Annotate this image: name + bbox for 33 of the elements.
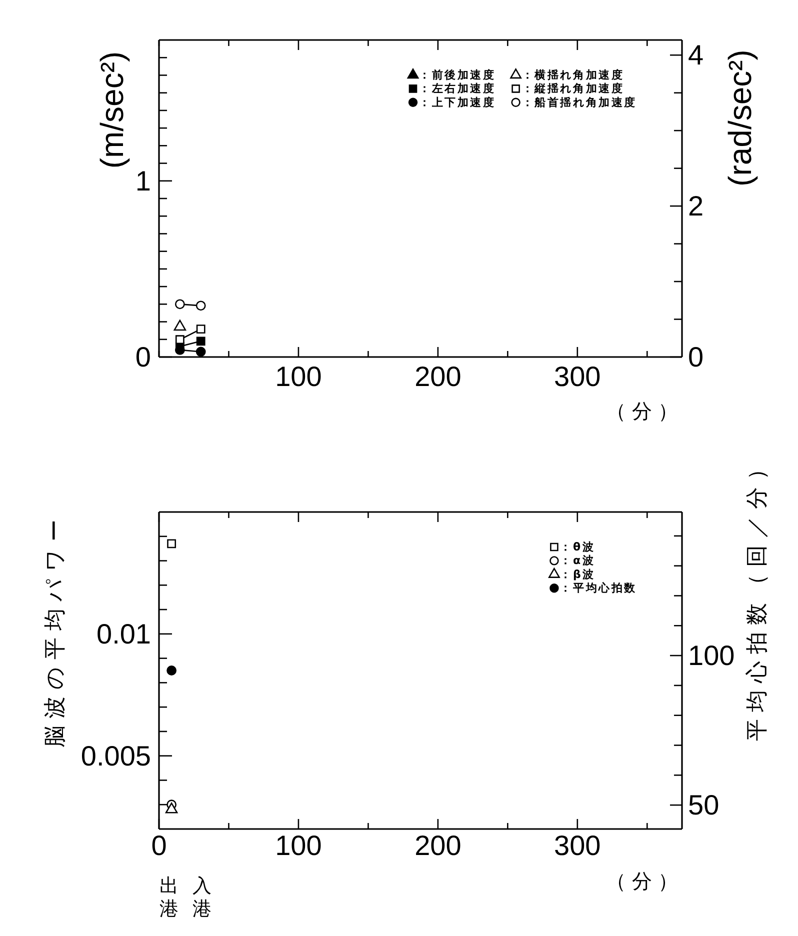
legend-label: ：左右加速度 [419,82,496,96]
x-tick-label: 300 [554,361,601,392]
legend-label: ：船首揺れ角加速度 [522,96,638,109]
y-tick-label: 1 [135,165,151,196]
legend-label: ：θ波 [560,540,596,554]
x-tick-label: 200 [414,830,462,861]
text: 出港 [160,875,178,920]
legend-label: ：縦揺れ角加速度 [522,82,624,96]
x-tick-label: 200 [414,361,462,392]
legend-label: ：平均心拍数 [560,582,638,595]
legend-label: ：横揺れ角加速度 [522,68,624,82]
x-tick-label: 100 [275,361,322,392]
x-tick-label: 100 [275,830,322,861]
y2-tick-label: 100 [688,640,735,672]
legend-label: ：β波 [560,568,596,581]
y2-tick-label: 2 [688,190,704,222]
legend-label: ：α波 [560,554,596,568]
legend-label: ：上下加速度 [419,96,496,109]
y-axis-title: (m/sec²) [94,51,130,169]
y2-axis-title: (rad/sec²) [722,50,758,186]
x-axis-title: （分） [606,869,684,893]
y2-tick-label: 0 [688,342,704,372]
legend-label: ：前後加速度 [419,68,496,82]
x-axis-title: （分） [606,399,684,423]
y2-axis-title: 平均心拍数（回／分） [744,451,770,741]
y-axis-title: 脳波の平均パワー [42,512,68,748]
y-tick-label: 0.01 [96,618,151,650]
y2-tick-label: 50 [688,790,720,821]
y-tick-label: 0.005 [80,740,151,772]
y-tick-label: 0 [135,342,151,372]
y2-tick-label: 4 [688,40,704,71]
x-tick-label: 300 [554,830,601,861]
text: 入港 [192,875,212,920]
